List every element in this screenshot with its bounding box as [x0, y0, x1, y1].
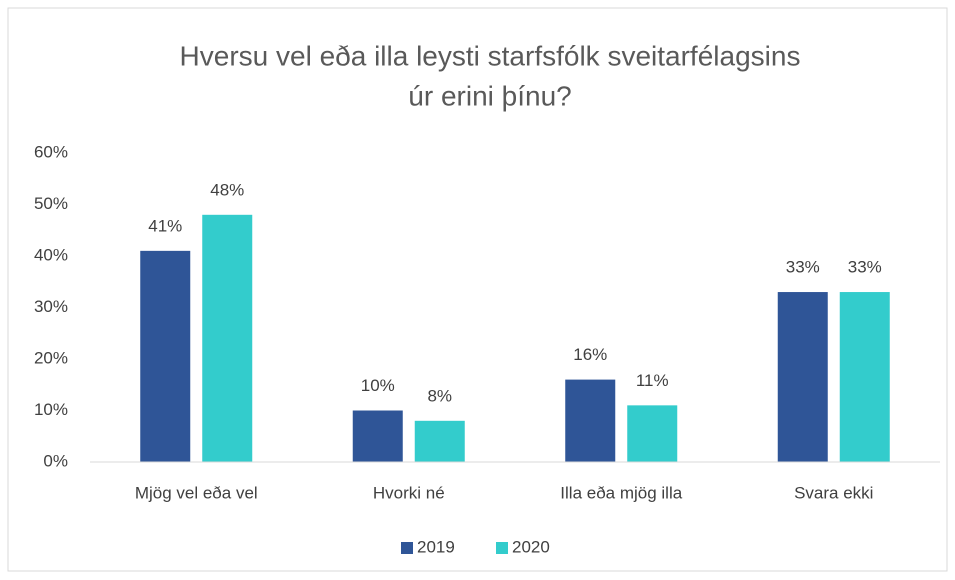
legend-label: 2019 — [417, 537, 455, 556]
y-tick-label: 0% — [43, 451, 68, 470]
chart-title: Hversu vel eða illa leysti starfsfólk sv… — [180, 40, 801, 71]
data-label: 8% — [427, 386, 452, 405]
x-tick-label: Mjög vel eða vel — [135, 483, 258, 502]
data-label: 16% — [573, 345, 607, 364]
bar — [777, 292, 828, 462]
x-tick-label: Illa eða mjög illa — [560, 483, 682, 502]
bar — [140, 250, 191, 462]
bar — [352, 410, 403, 462]
legend-swatch — [496, 542, 508, 554]
bar — [627, 405, 678, 462]
y-tick-label: 40% — [34, 245, 68, 264]
data-label: 33% — [848, 258, 882, 277]
y-tick-label: 20% — [34, 348, 68, 367]
y-tick-label: 30% — [34, 297, 68, 316]
y-tick-label: 50% — [34, 194, 68, 213]
legend-label: 2020 — [512, 537, 550, 556]
y-tick-label: 60% — [34, 142, 68, 161]
bar — [565, 379, 616, 462]
x-tick-label: Hvorki né — [373, 483, 445, 502]
legend-swatch — [401, 542, 413, 554]
data-label: 41% — [148, 216, 182, 235]
bar — [202, 214, 253, 462]
data-label: 48% — [210, 180, 244, 199]
bar — [414, 420, 465, 462]
chart-title: úr erini þínu? — [408, 80, 571, 111]
y-tick-label: 10% — [34, 400, 68, 419]
data-label: 10% — [361, 376, 395, 395]
bar — [839, 292, 890, 462]
data-label: 11% — [636, 371, 669, 390]
x-tick-label: Svara ekki — [794, 483, 873, 502]
data-label: 33% — [786, 258, 820, 277]
